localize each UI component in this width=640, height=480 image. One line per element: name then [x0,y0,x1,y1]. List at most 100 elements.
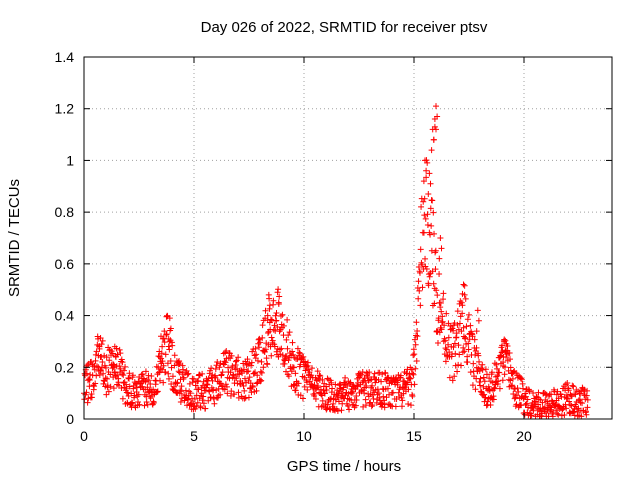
data-point [522,390,529,397]
data-point [163,331,170,338]
data-point [171,352,178,359]
data-point [158,350,165,357]
data-point [564,380,571,387]
data-point [472,386,479,393]
data-point [532,398,539,405]
data-point [503,354,510,361]
data-point [290,351,297,358]
data-point [474,307,481,314]
data-point [434,292,441,299]
data-point [442,337,449,344]
data-point [419,261,426,268]
data-point [118,385,125,392]
data-point [119,395,126,402]
data-point [469,382,476,389]
data-point [178,383,185,390]
data-point [273,309,280,316]
data-point [350,388,357,395]
data-point [111,343,118,350]
data-point [219,369,226,376]
data-point [511,395,518,402]
data-point [507,356,514,363]
data-point [397,372,404,379]
data-point [110,364,117,371]
data-point [120,372,127,379]
data-point [464,353,471,360]
data-point [145,377,152,384]
data-point [92,351,99,358]
data-point [436,270,443,277]
data-point [275,299,282,306]
data-point [171,383,178,390]
data-point [207,394,214,401]
data-point [306,369,313,376]
data-point [384,385,391,392]
data-point [209,377,216,384]
data-point [334,387,341,394]
data-point [467,322,474,329]
data-point [141,402,148,409]
data-point [321,390,328,397]
data-point [561,412,568,419]
data-point [366,369,373,376]
data-point [411,381,418,388]
data-point [297,392,304,399]
data-point [194,399,201,406]
data-point [155,369,162,376]
data-point [200,393,207,400]
x-tick-label: 20 [516,428,532,444]
x-tick-labels: 0 5 10 15 20 [80,428,532,444]
data-point [524,396,531,403]
data-point [165,375,172,382]
data-point [258,369,265,376]
data-point [303,363,310,370]
data-point [248,362,255,369]
data-point [414,285,421,292]
data-point [117,350,124,357]
data-point [565,387,572,394]
data-point [460,281,467,288]
data-point [262,307,269,314]
data-point [169,373,176,380]
data-point [192,405,199,412]
data-point [572,391,579,398]
data-point [420,178,427,185]
data-point [398,403,405,410]
data-point [477,388,484,395]
data-point [562,381,569,388]
data-point [285,332,292,339]
axis-ticks [83,56,612,420]
data-point [308,365,315,372]
x-tick-label: 10 [296,428,312,444]
data-point [424,221,431,228]
data-point [315,383,322,390]
data-point [159,343,166,350]
data-point [198,390,205,397]
data-points [81,103,591,420]
data-point [99,359,106,366]
data-point [353,382,360,389]
data-point [196,371,203,378]
data-point [437,304,444,311]
data-point [342,392,349,399]
data-point [407,375,414,382]
data-point [361,384,368,391]
data-point [568,402,575,409]
data-point [276,293,283,300]
data-point [144,384,151,391]
data-point [513,392,520,399]
data-point [417,302,424,309]
data-point [381,404,388,411]
data-point [231,391,238,398]
data-point [508,383,515,390]
data-point [139,383,146,390]
data-point [412,341,419,348]
data-point [166,346,173,353]
data-point [411,351,418,358]
data-point [430,209,437,216]
data-point [269,337,276,344]
data-point [382,370,389,377]
data-point [118,356,125,363]
data-point [570,408,577,415]
